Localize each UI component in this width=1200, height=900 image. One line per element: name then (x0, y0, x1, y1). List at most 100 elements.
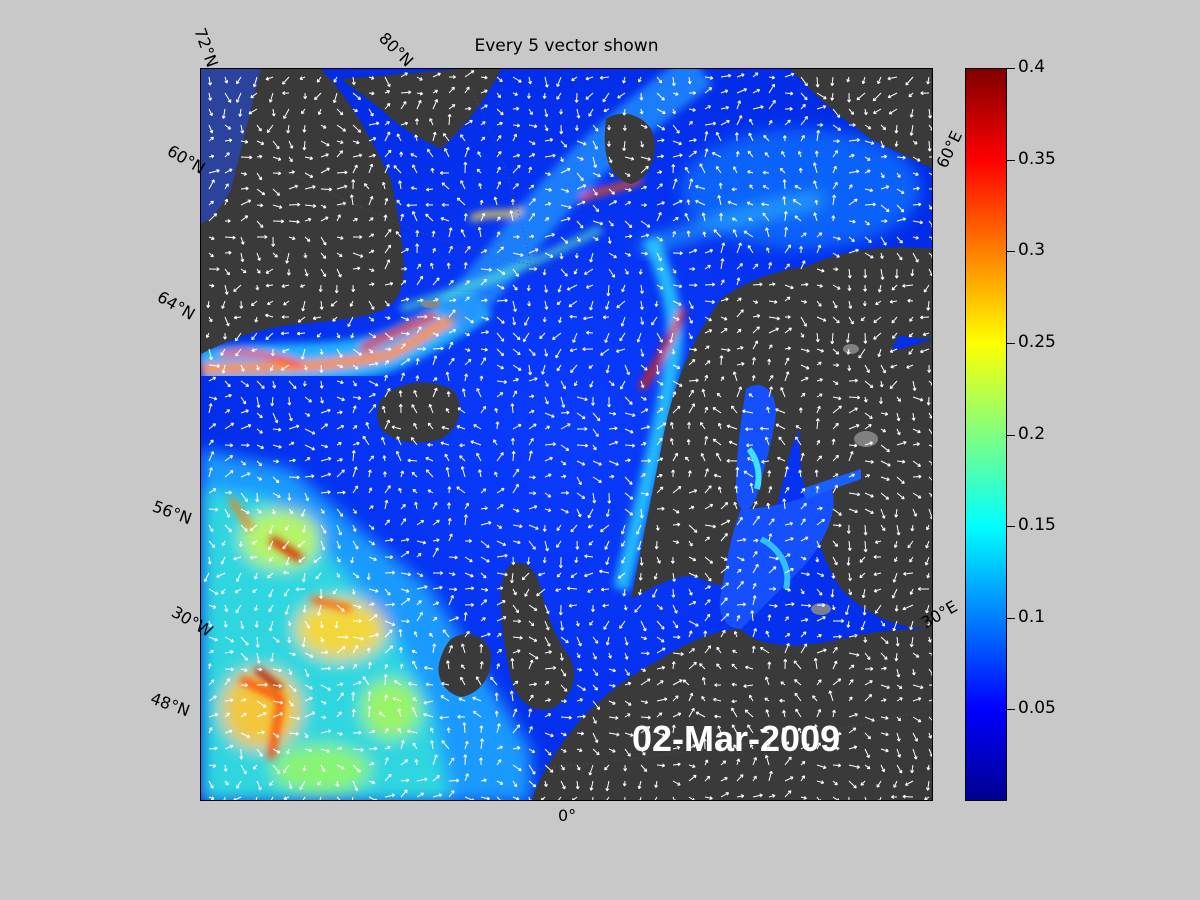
velocity-vector (848, 796, 850, 800)
velocity-vector (400, 331, 410, 336)
velocity-vector (440, 441, 450, 446)
velocity-vector (352, 730, 362, 735)
velocity-vector (587, 524, 594, 529)
velocity-vector (560, 396, 566, 408)
velocity-vector (816, 439, 821, 446)
velocity-vector (864, 716, 875, 722)
velocity-vector (704, 572, 712, 582)
velocity-vector (624, 234, 633, 239)
velocity-vector (640, 156, 651, 161)
velocity-vector (240, 268, 247, 274)
velocity-vector (784, 296, 791, 302)
svalbard-land (604, 113, 655, 184)
velocity-vector (877, 284, 882, 293)
velocity-vector (816, 316, 827, 322)
velocity-vector (688, 774, 697, 782)
velocity-vector (816, 348, 824, 353)
velocity-vector (784, 486, 790, 494)
velocity-vector (896, 732, 901, 742)
velocity-vector (616, 300, 626, 309)
velocity-vector (556, 524, 562, 531)
velocity-vector (287, 492, 292, 501)
velocity-vector (384, 555, 394, 560)
velocity-vector (265, 283, 274, 288)
velocity-vector (928, 716, 932, 721)
velocity-vector (304, 668, 310, 678)
velocity-vector (288, 140, 294, 149)
velocity-vector (816, 393, 823, 398)
velocity-vector (784, 263, 790, 270)
velocity-vector (592, 796, 594, 800)
velocity-vector (235, 572, 242, 582)
velocity-vector (255, 636, 260, 648)
velocity-vector (715, 131, 722, 142)
velocity-vector (848, 300, 853, 309)
velocity-vector (480, 617, 486, 622)
velocity-vector (878, 796, 882, 800)
velocity-vector (301, 300, 306, 312)
velocity-vector (928, 236, 932, 240)
velocity-vector (256, 154, 263, 159)
velocity-vector (320, 666, 331, 671)
velocity-vector (496, 76, 503, 83)
velocity-vector (524, 316, 530, 326)
velocity-vector (589, 300, 594, 311)
velocity-vector (572, 332, 578, 343)
velocity-vector (702, 231, 707, 238)
velocity-vector (656, 680, 664, 686)
velocity-vector (407, 681, 418, 686)
velocity-vector (272, 636, 280, 643)
velocity-vector (864, 202, 876, 207)
velocity-vector (640, 380, 645, 389)
velocity-vector (441, 182, 450, 190)
velocity-vector (784, 602, 795, 607)
velocity-vector (240, 396, 247, 405)
velocity-vector (816, 572, 825, 577)
velocity-vector (406, 203, 418, 208)
velocity-vector (464, 280, 470, 286)
velocity-vector (669, 438, 674, 446)
velocity-vector (528, 694, 534, 702)
velocity-vector (672, 199, 683, 206)
kola-land (801, 247, 932, 339)
velocity-vector (909, 620, 914, 631)
velocity-vector (463, 514, 468, 526)
velocity-vector (544, 138, 554, 142)
velocity-vector (672, 712, 682, 718)
velocity-vector (906, 364, 914, 369)
velocity-vector (848, 572, 852, 582)
velocity-vector (265, 76, 274, 81)
velocity-vector (768, 327, 780, 334)
velocity-vector (575, 780, 580, 790)
velocity-vector (272, 444, 282, 449)
velocity-vector (352, 252, 364, 258)
velocity-vector (585, 76, 594, 81)
velocity-vector (233, 796, 242, 800)
velocity-vector (622, 108, 627, 116)
velocity-vector (768, 518, 775, 526)
velocity-vector (368, 633, 379, 638)
velocity-vector (736, 794, 745, 799)
velocity-vector (848, 508, 858, 514)
velocity-vector (656, 124, 666, 131)
velocity-vector (766, 502, 771, 510)
velocity-vector (459, 455, 466, 462)
velocity-vector (462, 722, 467, 734)
velocity-vector (559, 652, 564, 661)
velocity-vector (384, 387, 391, 398)
velocity-vector (272, 459, 280, 464)
velocity-vector (220, 348, 226, 356)
velocity-vector (909, 556, 914, 563)
iceland-land (377, 382, 460, 443)
velocity-vector (221, 364, 226, 374)
velocity-vector (544, 202, 552, 206)
lon-label-60e: 60°E (932, 128, 966, 171)
velocity-vector (208, 136, 214, 142)
velocity-vector (704, 468, 709, 478)
velocity-vector (860, 780, 866, 786)
velocity-vector (909, 316, 914, 322)
velocity-vector (604, 540, 610, 550)
velocity-vector (910, 764, 915, 774)
velocity-vector (928, 380, 932, 386)
velocity-vector (494, 710, 499, 718)
